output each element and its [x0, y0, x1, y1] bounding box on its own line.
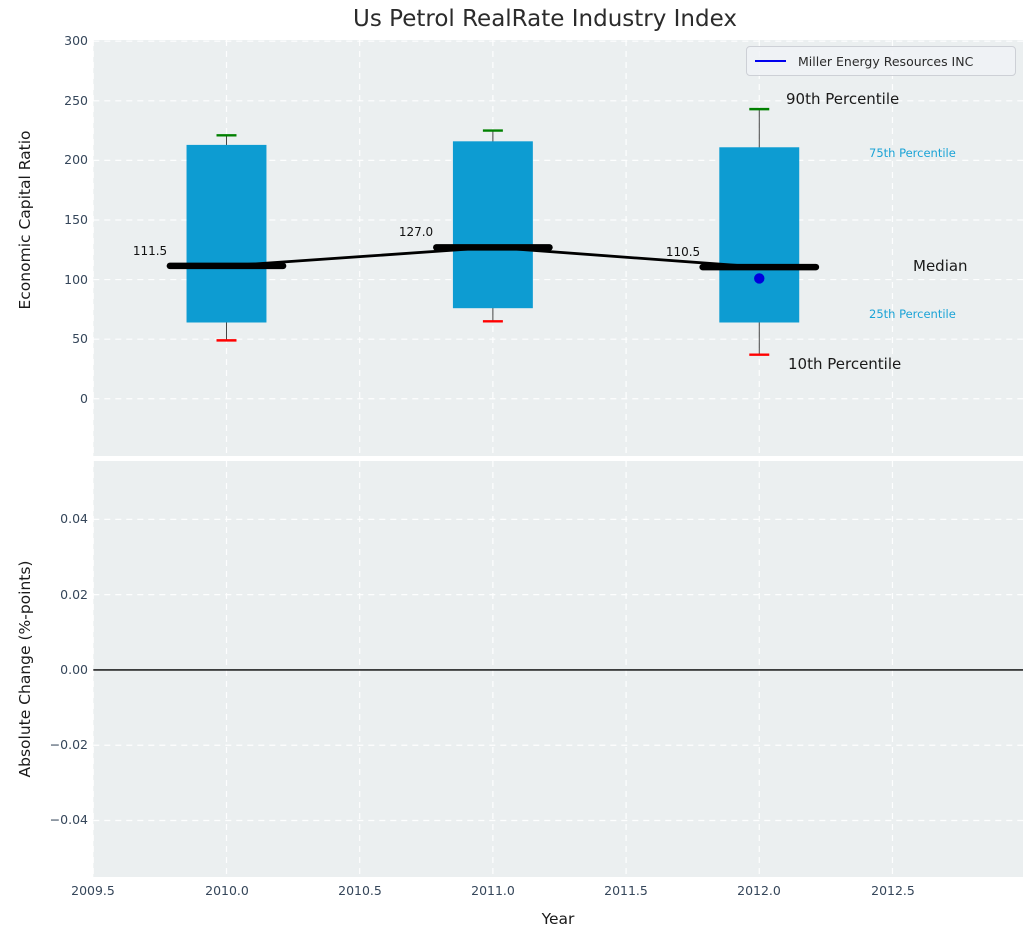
p10-label: 10th Percentile [788, 355, 902, 373]
y-axis-label-bottom: Absolute Change (%-points) [16, 560, 34, 778]
x-tick-label: 2011.0 [471, 883, 515, 898]
y-tick-label: 0.04 [60, 511, 88, 526]
x-tick-label: 2010.0 [205, 883, 249, 898]
x-tick-label: 2012.0 [737, 883, 781, 898]
y-axis-label-top: Economic Capital Ratio [16, 130, 34, 310]
iqr-box [452, 141, 533, 309]
median-annotation: 127.0 [398, 225, 434, 239]
y-tick-label: 0.00 [60, 662, 88, 677]
median-annotation: 110.5 [665, 245, 701, 259]
median-annotation: 111.5 [132, 244, 168, 258]
legend: Miller Energy Resources INC [746, 46, 1016, 76]
plot-background [93, 461, 1024, 877]
p90-label: 90th Percentile [786, 90, 900, 108]
x-tick-label: 2011.5 [604, 883, 648, 898]
y-tick-label: 0.02 [60, 587, 88, 602]
x-tick-label: 2009.5 [71, 883, 115, 898]
iqr-box [719, 147, 800, 323]
chart-title: Us Petrol RealRate Industry Index [353, 6, 737, 32]
y-tick-label: 150 [64, 212, 88, 227]
y-tick-label: −0.04 [49, 812, 88, 827]
company-data-point [754, 273, 765, 284]
y-tick-label: −0.02 [49, 737, 88, 752]
x-axis-label: Year [541, 910, 575, 928]
p75-label: 75th Percentile [869, 146, 956, 160]
legend-label: Miller Energy Resources INC [798, 53, 974, 69]
y-tick-label: 50 [72, 331, 88, 346]
y-tick-label: 250 [64, 93, 88, 108]
legend-line-icon [755, 60, 786, 62]
y-tick-label: 200 [64, 152, 88, 167]
y-tick-label: 300 [64, 33, 88, 48]
median-label: Median [913, 257, 968, 275]
x-tick-label: 2012.5 [871, 883, 915, 898]
p25-label: 25th Percentile [869, 307, 956, 321]
iqr-box [186, 144, 267, 323]
y-tick-label: 100 [64, 272, 88, 287]
x-tick-label: 2010.5 [338, 883, 382, 898]
y-tick-label: 0 [80, 391, 88, 406]
